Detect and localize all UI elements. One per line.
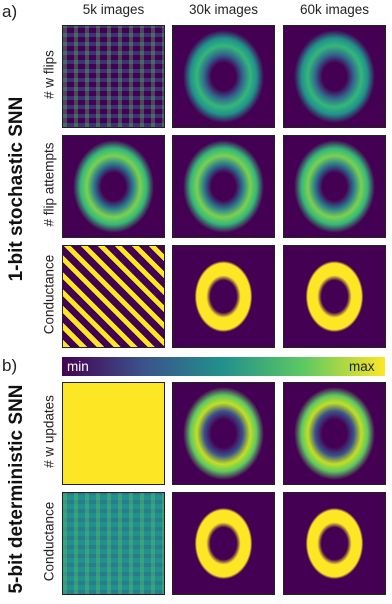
heatmap-panel <box>283 135 386 238</box>
column-header: 60k images <box>299 2 370 17</box>
column-header: 30k images <box>188 2 259 17</box>
heatmap-panel <box>62 382 165 485</box>
heatmap-panel <box>172 135 275 238</box>
column-header: 5k images <box>82 2 145 17</box>
heatmap-panel <box>172 25 275 128</box>
heatmap-panel <box>62 135 165 238</box>
heatmap-panel <box>283 25 386 128</box>
heatmap-panel <box>172 245 275 348</box>
heatmap-panel <box>283 245 386 348</box>
row-label: # flip attempts <box>41 142 57 227</box>
heatmap-panel <box>62 245 165 348</box>
panel-label: a) <box>2 2 18 21</box>
panel-label: b) <box>2 356 18 375</box>
heatmap-panel <box>62 492 165 595</box>
colorbar-min: min <box>67 359 89 374</box>
panel-title: 5-bit deterministic SNN <box>6 384 27 594</box>
row-label: Conductance <box>41 501 57 582</box>
colorbar-max: max <box>349 359 375 374</box>
row-label: # w flips <box>41 50 57 99</box>
row-label: Conductance <box>41 254 57 335</box>
heatmap-panel <box>172 382 275 485</box>
heatmap-panel <box>172 492 275 595</box>
colorbar <box>62 357 385 376</box>
row-label: # w updates <box>41 395 57 468</box>
heatmap-panel <box>283 382 386 485</box>
panel-title: 1-bit stochastic SNN <box>6 96 27 282</box>
heatmap-panel <box>283 492 386 595</box>
heatmap-panel <box>62 25 165 128</box>
